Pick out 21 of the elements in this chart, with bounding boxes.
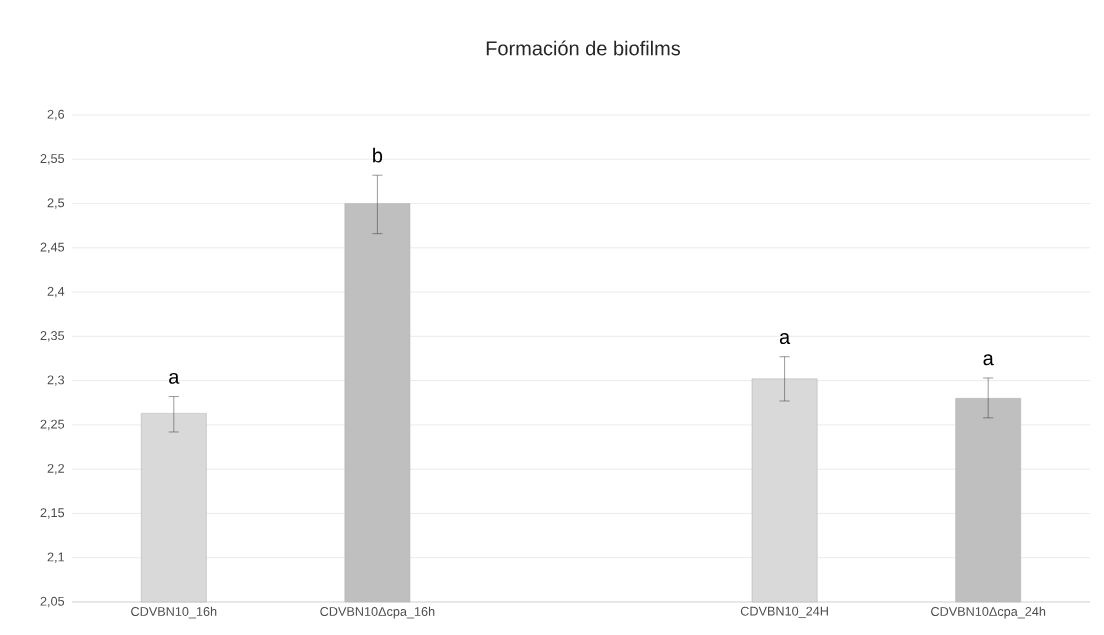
y-tick-label: 2,6 bbox=[47, 109, 65, 121]
annotation: a bbox=[169, 372, 180, 384]
y-tick-label: 2,4 bbox=[47, 286, 65, 298]
x-tick-label: CDVBN10Δcpa_16h bbox=[320, 606, 435, 619]
y-tick-label: 2,35 bbox=[40, 331, 65, 342]
y-tick-label: 2,5 bbox=[47, 198, 65, 209]
y-tick-label: 2,1 bbox=[47, 552, 65, 563]
annotation: a bbox=[779, 333, 791, 344]
y-tick-label: 2,45 bbox=[40, 242, 65, 254]
x-tick-label: CDVBN10_16h bbox=[131, 606, 217, 619]
y-tick-label: 2,2 bbox=[47, 463, 65, 475]
x-tick-label: CDVBN10_24H bbox=[740, 606, 828, 619]
chart-title: Formación de biofilms bbox=[486, 40, 681, 56]
annotation: b bbox=[373, 147, 383, 163]
y-tick-label: 2,3 bbox=[47, 375, 65, 386]
y-tick-label: 2,55 bbox=[40, 154, 65, 165]
y-tick-label: 2,25 bbox=[40, 419, 65, 431]
annotation: a bbox=[983, 354, 994, 366]
x-tick-label: CDVBN10Δcpa_24h bbox=[931, 606, 1046, 619]
y-tick-label: 2,15 bbox=[40, 508, 65, 519]
y-tick-label: 2,05 bbox=[40, 596, 65, 608]
